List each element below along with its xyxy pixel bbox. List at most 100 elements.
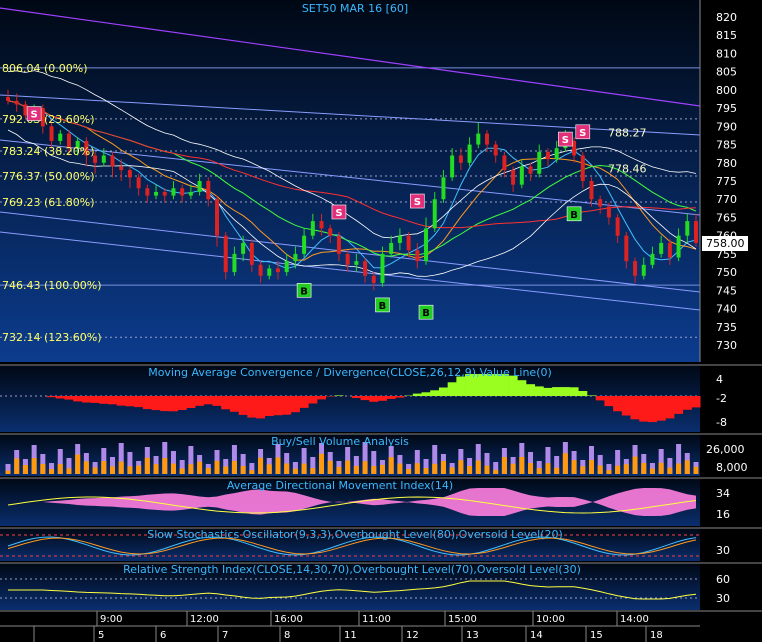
volume-tick-8000: 8,000	[716, 461, 748, 474]
volume-bar-total	[353, 456, 359, 474]
volume-bar-buy	[66, 468, 72, 474]
candle-body	[659, 242, 664, 254]
macd-bar	[682, 396, 692, 410]
price-tick-label: 815	[716, 29, 737, 42]
macd-bar	[125, 396, 135, 407]
date-label: 6	[160, 630, 166, 641]
trend-line-mid	[0, 139, 701, 216]
volume-bar-buy	[292, 468, 298, 474]
volume-bar-buy	[40, 464, 46, 474]
macd-panel[interactable]: Moving Average Convergence / Divergence(…	[0, 364, 762, 432]
fibonacci-labels: 806.04 (0.00%) 792.03 (23.60%) 783.24 (38.…	[2, 62, 647, 344]
volume-bar-buy	[310, 468, 316, 474]
price-panel[interactable]: 806.04 (0.00%) 792.03 (23.60%) 783.24 (38.…	[0, 0, 701, 362]
macd-bar	[491, 374, 501, 396]
volume-bar-buy	[5, 470, 11, 474]
candle-body	[162, 191, 167, 196]
candle-body	[145, 188, 150, 196]
macd-histogram	[0, 374, 701, 423]
signal-label: B	[422, 308, 430, 319]
candle-body	[275, 268, 280, 273]
volume-bar-buy	[623, 464, 629, 474]
volume-bar-buy	[127, 466, 133, 474]
candle-body	[528, 166, 533, 174]
volume-bar-buy	[83, 461, 89, 474]
volume-bar-total	[545, 447, 551, 474]
fib-level-label: 806.04 (0.00%)	[2, 62, 88, 75]
candle-body	[589, 181, 594, 200]
volume-bar-buy	[231, 460, 237, 474]
stochastic-panel[interactable]: Slow Stochastics Oscillator(9,3,3),Overb…	[0, 527, 762, 561]
candle-body	[249, 242, 254, 265]
volume-bar-buy	[275, 457, 281, 474]
candle-body	[624, 235, 629, 262]
volume-bar-buy	[580, 466, 586, 474]
volume-bar-buy	[240, 466, 246, 474]
macd-bar	[177, 396, 187, 410]
volume-tick-26000: 26,000	[706, 443, 745, 456]
macd-bar	[256, 396, 266, 419]
stochastic-k-line	[7, 536, 697, 556]
adx-panel[interactable]: Average Directional Movement Index(14) 3…	[0, 477, 762, 526]
candle-body	[415, 250, 420, 262]
volume-panel[interactable]: Buy/Sell Volume Analysis 26,000 8,000	[0, 433, 762, 476]
macd-bar	[499, 374, 509, 396]
price-axis[interactable]: 8208158108058007957907857807757707657607…	[699, 0, 762, 362]
volume-bar-buy	[519, 456, 525, 474]
volume-bar-total	[475, 444, 481, 474]
macd-bar	[351, 396, 361, 398]
volume-bar-buy	[406, 469, 412, 474]
adx-tick-16: 16	[716, 508, 730, 521]
volume-bar-buy	[144, 457, 150, 474]
candle-body	[493, 144, 498, 156]
volume-bar-total	[57, 449, 63, 474]
price-tick-label: 770	[716, 193, 737, 206]
time-label: 12:00	[190, 614, 219, 625]
candle-body	[49, 126, 54, 141]
volume-bar-buy	[266, 464, 272, 474]
volume-bar-buy	[536, 468, 542, 474]
sell-signal-marker	[575, 124, 591, 140]
macd-tick-4: 4	[716, 373, 723, 386]
macd-bar	[64, 396, 74, 400]
volume-bar-total	[597, 455, 603, 474]
rsi-tick-60: 60	[716, 573, 730, 586]
time-axis[interactable]: 9:00 12:00 16:00 11:00 15:00 10:00 14:00 5 6 7 8 11…	[0, 610, 762, 642]
volume-bar-buy	[571, 460, 577, 474]
rsi-panel[interactable]: Relative Strength Index(CLOSE,14,30,70),…	[0, 562, 762, 610]
volume-bar-buy	[371, 465, 377, 474]
date-label: 12	[406, 630, 419, 641]
candle-body	[310, 221, 315, 236]
macd-bar	[430, 390, 440, 396]
volume-bar-buy	[258, 457, 264, 474]
macd-bar	[517, 380, 527, 396]
fib-level-label: 746.43 (100.00%)	[2, 279, 102, 292]
candle-body	[293, 253, 298, 262]
stochastic-tick-30: 30	[716, 544, 730, 557]
macd-bar	[656, 396, 666, 421]
macd-bar	[299, 396, 309, 408]
volume-bar-buy	[362, 461, 368, 474]
volume-bar-buy	[641, 463, 647, 474]
volume-bar-buy	[118, 461, 124, 474]
volume-bar-buy	[588, 460, 594, 474]
macd-bar	[73, 396, 83, 402]
macd-bar	[317, 396, 327, 400]
volume-bar-total	[292, 462, 298, 474]
macd-bar	[47, 396, 57, 398]
stochastic-title: Slow Stochastics Oscillator(9,3,3),Overb…	[147, 528, 563, 541]
candle-body	[171, 188, 176, 196]
volume-bar-buy	[632, 456, 638, 474]
candle-body	[397, 235, 402, 243]
time-label: 16:00	[274, 614, 303, 625]
price-tick-label: 730	[716, 339, 737, 352]
candle-body	[615, 217, 620, 236]
volume-bar-buy	[49, 469, 55, 474]
candle-body	[650, 253, 655, 265]
buy-signal-marker	[296, 283, 312, 298]
macd-bar	[473, 374, 483, 396]
volume-bar-buy	[170, 463, 176, 474]
candle-body	[136, 177, 141, 189]
candle-body	[23, 104, 28, 116]
